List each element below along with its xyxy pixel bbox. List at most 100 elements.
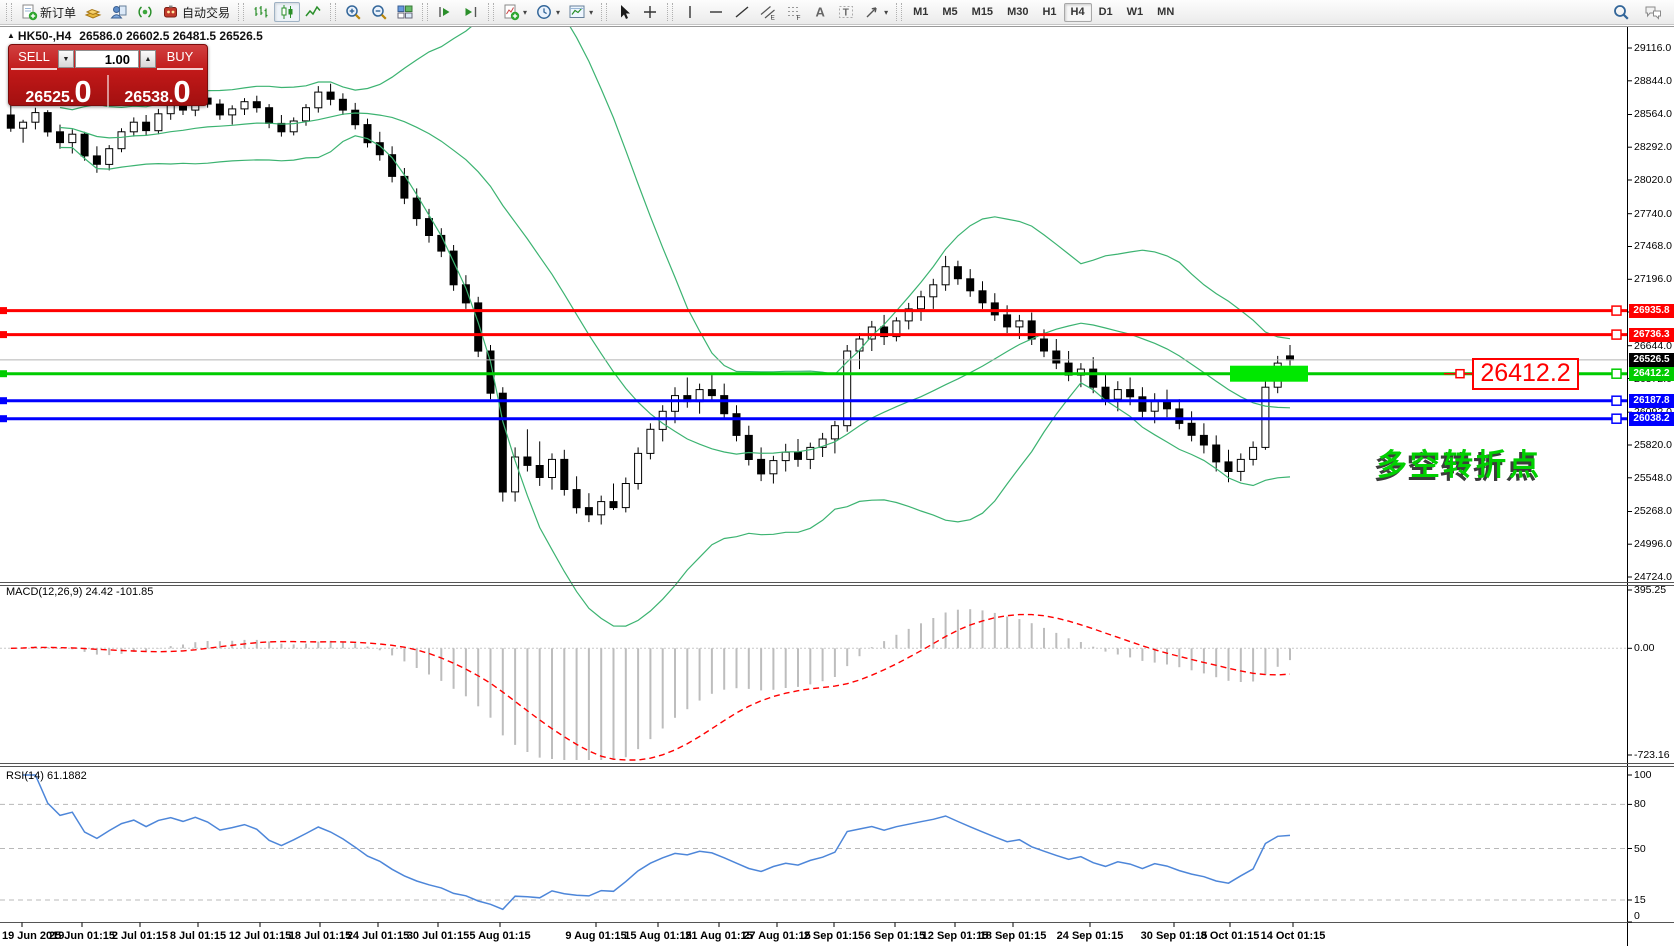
vertical-line-icon bbox=[681, 3, 699, 21]
vertical-line-button[interactable] bbox=[677, 2, 703, 22]
price-axis-tick: 26644.0 bbox=[1634, 339, 1672, 352]
time-axis-label: 21 Aug 01:15 bbox=[685, 930, 753, 942]
toolbar-right-icons bbox=[1608, 2, 1674, 22]
buy-price-pips: 0 bbox=[173, 74, 191, 109]
fibonacci-button[interactable]: F bbox=[781, 2, 807, 22]
text-label-button[interactable]: T bbox=[833, 2, 859, 22]
crosshair-button[interactable] bbox=[637, 2, 663, 22]
level-badge: 26412.2 bbox=[1629, 366, 1674, 381]
price-axis-tick: 28844.0 bbox=[1634, 74, 1672, 87]
time-axis-label: 18 Sep 01:15 bbox=[979, 930, 1047, 942]
periods-button[interactable]: ▾ bbox=[531, 2, 564, 22]
timeframe-d1-button[interactable]: D1 bbox=[1098, 6, 1113, 18]
cursor-icon bbox=[615, 3, 633, 21]
autotrading-button[interactable]: 自动交易 bbox=[158, 2, 234, 22]
buy-button[interactable]: BUY bbox=[157, 48, 203, 70]
price-callout-label: 26412.2 bbox=[1472, 358, 1579, 390]
rsi-axis-tick: 15 bbox=[1634, 893, 1646, 906]
macd-indicator-label: MACD(12,26,9) 24.42 -101.85 bbox=[6, 586, 154, 598]
auto-scroll-button[interactable] bbox=[432, 2, 458, 22]
timeframe-mn-button[interactable]: MN bbox=[1157, 6, 1175, 18]
bar-chart-button[interactable] bbox=[248, 2, 274, 22]
chart-plot-area[interactable] bbox=[0, 26, 1674, 946]
line-chart-button[interactable] bbox=[300, 2, 326, 22]
price-axis-tick: 25268.0 bbox=[1634, 505, 1672, 518]
svg-text:A: A bbox=[816, 5, 826, 20]
market-watch-icon bbox=[84, 3, 102, 21]
time-axis-label: 27 Aug 01:15 bbox=[743, 930, 811, 942]
zoom-out-icon bbox=[370, 3, 388, 21]
navigator-button[interactable] bbox=[132, 2, 158, 22]
volume-input[interactable] bbox=[75, 50, 139, 68]
price-axis-tick: 25820.0 bbox=[1634, 438, 1672, 451]
buy-price-main: 26538. bbox=[124, 89, 174, 106]
time-axis-label: 18 Jul 01:15 bbox=[288, 930, 352, 942]
price-axis-tick: 28292.0 bbox=[1634, 141, 1672, 154]
buy-price-button[interactable]: 26538. 0 bbox=[110, 74, 205, 109]
toolbar-separator bbox=[601, 3, 608, 21]
tile-windows-button[interactable] bbox=[392, 2, 418, 22]
zoom-out-button[interactable] bbox=[366, 2, 392, 22]
trendline-button[interactable] bbox=[729, 2, 755, 22]
level-badge: 26736.3 bbox=[1629, 327, 1674, 342]
timeframe-h1-button[interactable]: H1 bbox=[1042, 6, 1057, 18]
time-axis-label: 15 Aug 01:15 bbox=[624, 930, 692, 942]
arrows-button[interactable]: ▾ bbox=[859, 2, 892, 22]
indicators-icon bbox=[502, 3, 520, 21]
dropdown-arrow-icon: ▾ bbox=[884, 7, 889, 17]
chart-window: 29116.0 28844.0 28564.0 28292.0 28020.0 27740… bbox=[0, 26, 1674, 946]
templates-button[interactable]: ▾ bbox=[564, 2, 597, 22]
zoom-in-button[interactable] bbox=[340, 2, 366, 22]
timeframe-m15-button[interactable]: M15 bbox=[971, 6, 994, 18]
data-window-button[interactable] bbox=[106, 2, 132, 22]
dropdown-arrow-icon: ▾ bbox=[556, 7, 561, 17]
svg-text:E: E bbox=[771, 15, 776, 22]
price-axis-tick: 25548.0 bbox=[1634, 471, 1672, 484]
toolbar-separator bbox=[330, 3, 337, 21]
svg-text:F: F bbox=[797, 15, 801, 21]
auto-scroll-icon bbox=[436, 3, 454, 21]
chat-button[interactable] bbox=[1640, 2, 1666, 22]
search-icon bbox=[1612, 3, 1630, 21]
candlestick-button[interactable] bbox=[274, 2, 301, 22]
text-icon: A bbox=[811, 3, 829, 21]
equidistant-channel-button[interactable]: E bbox=[755, 2, 781, 22]
indicators-button[interactable]: ▾ bbox=[498, 2, 531, 22]
sell-price-main: 26525. bbox=[25, 89, 75, 106]
search-button[interactable] bbox=[1608, 2, 1634, 22]
zoom-in-icon bbox=[344, 3, 362, 21]
time-axis-label: 25 Jun 01:15 bbox=[48, 930, 116, 942]
timeframe-m5-button[interactable]: M5 bbox=[942, 6, 958, 18]
rsi-indicator-label: RSI(14) 61.1882 bbox=[6, 770, 87, 782]
time-axis-label: 30 Sep 01:15 bbox=[1140, 930, 1208, 942]
chat-icon bbox=[1644, 3, 1662, 21]
time-axis-label: 12 Sep 01:15 bbox=[921, 930, 989, 942]
chart-shift-button[interactable] bbox=[458, 2, 484, 22]
templates-icon bbox=[568, 3, 586, 21]
volume-increase-button[interactable]: ▲ bbox=[140, 50, 156, 68]
macd-axis-tick: 395.25 bbox=[1634, 583, 1667, 596]
timeframe-w1-button[interactable]: W1 bbox=[1126, 6, 1144, 18]
timeframe-m30-button[interactable]: M30 bbox=[1007, 6, 1029, 18]
equidistant-channel-icon: E bbox=[759, 3, 777, 21]
new-order-button[interactable]: 新订单 bbox=[16, 2, 80, 22]
symbol-marker-icon: ▲ bbox=[7, 31, 15, 40]
price-axis-tick: 27468.0 bbox=[1634, 240, 1672, 253]
timeframe-h4-button[interactable]: H4 bbox=[1063, 2, 1092, 22]
level-badge: 26935.8 bbox=[1629, 303, 1674, 318]
sell-button[interactable]: SELL bbox=[11, 48, 57, 70]
volume-decrease-button[interactable]: ▼ bbox=[58, 50, 74, 68]
timeframe-m1-button[interactable]: M1 bbox=[913, 6, 929, 18]
symbol-header: ▲ HK50-,H4 26586.0 26602.5 26481.5 26526.5 bbox=[7, 29, 263, 43]
text-button[interactable]: A bbox=[807, 2, 833, 22]
rsi-axis-tick: 100 bbox=[1634, 769, 1652, 781]
sell-price-button[interactable]: 26525. 0 bbox=[11, 76, 106, 107]
data-window-icon bbox=[110, 3, 128, 21]
price-axis-tick: 24724.0 bbox=[1634, 570, 1672, 583]
cursor-button[interactable] bbox=[611, 2, 637, 22]
horizontal-line-button[interactable] bbox=[703, 2, 729, 22]
price-axis-tick: 29116.0 bbox=[1634, 42, 1672, 54]
toolbar-separator bbox=[422, 3, 429, 21]
symbol-ohlc-values: 26586.0 26602.5 26481.5 26526.5 bbox=[79, 29, 263, 43]
market-watch-button[interactable] bbox=[80, 2, 106, 22]
